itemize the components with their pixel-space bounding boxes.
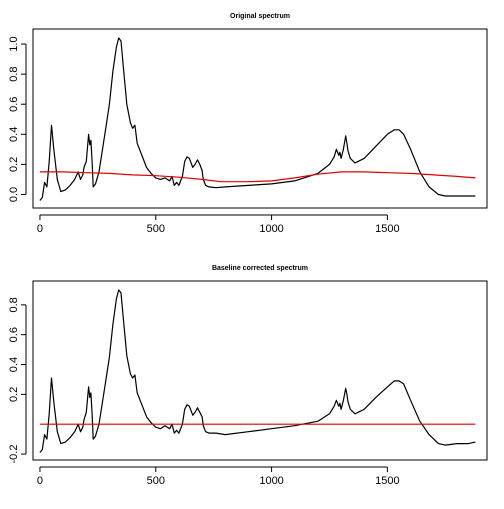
y-tick-label: 0.4 bbox=[8, 127, 20, 142]
x-tick-label: 1000 bbox=[259, 223, 283, 235]
y-tick-label: 1.0 bbox=[8, 36, 20, 51]
x-tick-label: 1500 bbox=[375, 475, 399, 487]
baseline-line bbox=[39, 171, 476, 183]
chart-title: Baseline corrected spectrum bbox=[212, 265, 308, 272]
x-tick-label: 500 bbox=[147, 475, 165, 487]
y-tick-label: 0.8 bbox=[8, 66, 20, 81]
plot-frame bbox=[32, 28, 488, 209]
x-tick-label: 500 bbox=[147, 223, 165, 235]
x-tick-label: 0 bbox=[37, 223, 43, 235]
chart-title: Original spectrum bbox=[230, 13, 290, 20]
y-tick-label: 0.6 bbox=[8, 97, 20, 112]
y-tick-label: 0.2 bbox=[8, 157, 20, 172]
chart-panel-1: Original spectrum 0 500 1000 1500 0.0 0.2 0.4 0.… bbox=[8, 13, 488, 235]
spectrum-line bbox=[39, 37, 476, 201]
y-tick-label: 0.8 bbox=[8, 297, 20, 312]
chart-panel-2: Baseline corrected spectrum 0 500 1000 1500 -… bbox=[8, 265, 488, 487]
y-tick-label: 0.0 bbox=[8, 187, 20, 202]
y-tick-label: 0.6 bbox=[8, 327, 20, 342]
x-tick-label: 1000 bbox=[259, 475, 283, 487]
x-tick-label: 0 bbox=[37, 475, 43, 487]
y-tick-label: 0.2 bbox=[8, 387, 20, 402]
y-tick-label: 0.4 bbox=[8, 357, 20, 372]
spectrum-line bbox=[39, 289, 476, 453]
y-tick-label: -0.2 bbox=[8, 445, 20, 464]
plot-frame bbox=[32, 280, 488, 461]
x-tick-label: 1500 bbox=[375, 223, 399, 235]
